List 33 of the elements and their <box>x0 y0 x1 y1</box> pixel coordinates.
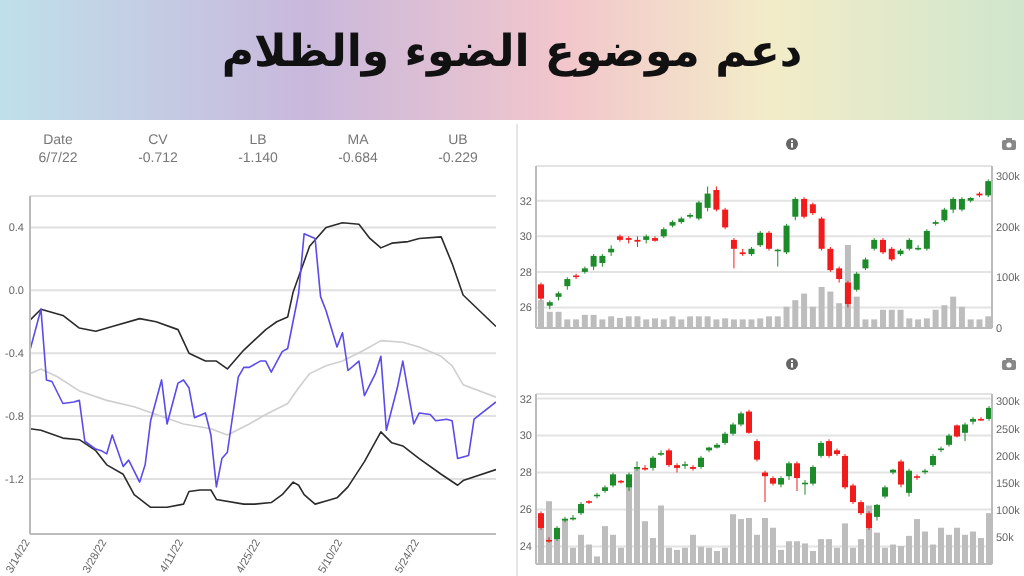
candlestick <box>713 185 720 212</box>
candlestick <box>898 459 904 488</box>
candlestick <box>674 462 680 474</box>
candlestick <box>826 438 832 459</box>
candlestick <box>730 237 737 269</box>
candlestick <box>722 207 729 230</box>
candlestick <box>827 246 834 273</box>
candlestick <box>962 422 968 442</box>
candlestick <box>586 499 592 505</box>
candlestick <box>704 185 711 212</box>
candlestick <box>794 460 800 492</box>
candlestick <box>573 273 580 280</box>
candlestick <box>786 460 792 481</box>
candlestick <box>853 271 860 293</box>
candlestick <box>923 228 930 252</box>
candlestick <box>906 468 912 498</box>
line-series <box>30 339 496 436</box>
candlestick <box>754 438 760 462</box>
candlestick <box>978 416 984 422</box>
candlestick <box>626 472 632 492</box>
candlestick <box>666 448 672 468</box>
candlestick <box>634 460 640 472</box>
candlestick <box>792 196 799 221</box>
line-series <box>30 221 496 370</box>
line-series <box>30 232 496 488</box>
candlestick <box>818 216 825 252</box>
candlestick <box>810 464 816 486</box>
chart-title: دعم موضوع الضوء والظلام <box>219 28 805 78</box>
candlestick <box>801 196 808 220</box>
candlestick <box>766 230 772 252</box>
line-series <box>30 427 496 509</box>
candlestick <box>746 409 752 435</box>
candlestick <box>783 223 790 255</box>
